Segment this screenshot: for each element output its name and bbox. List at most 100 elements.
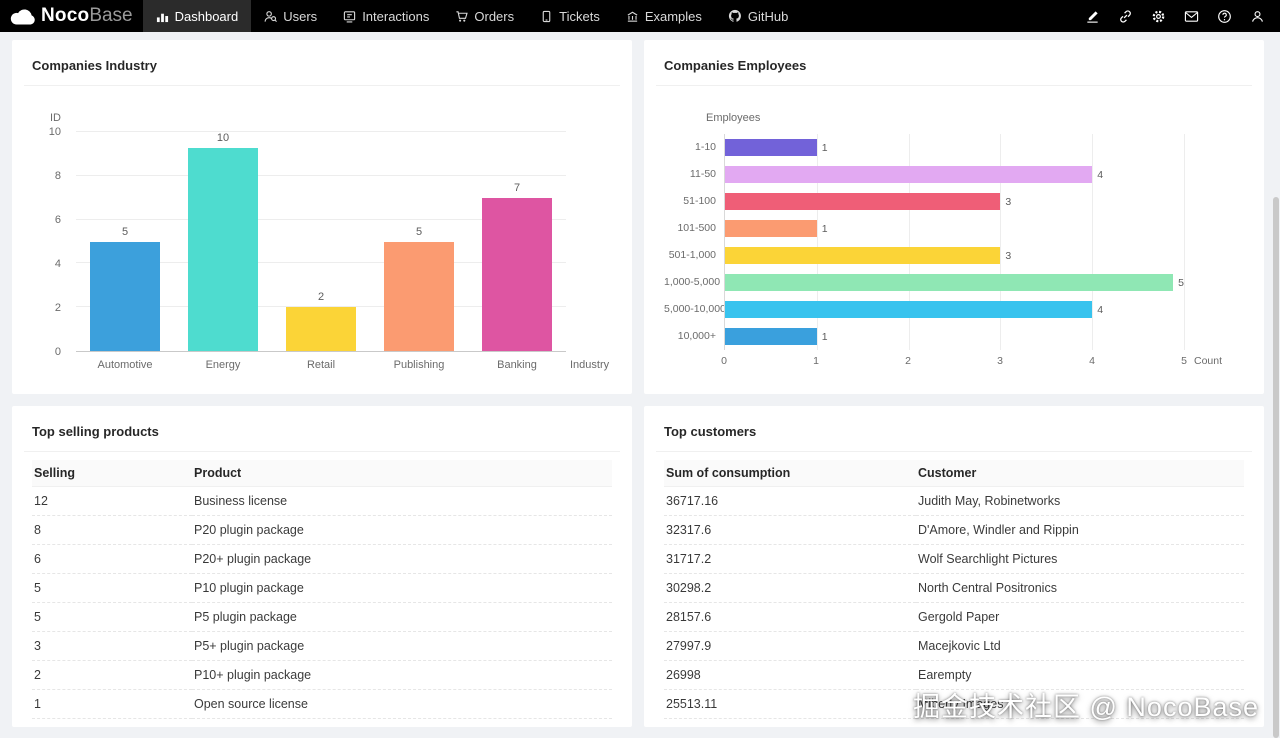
- y-tick-label: 0: [54, 346, 61, 358]
- card-title-products: Top selling products: [32, 424, 159, 439]
- nocobase-logo[interactable]: NocoBase: [10, 5, 133, 27]
- table-row: 5 P10 plugin package: [32, 573, 612, 603]
- customers-table: Sum of consumption Customer 36717.16 Judith…: [664, 460, 1244, 719]
- bar-10,000+[interactable]: [725, 328, 817, 345]
- bar-11-50[interactable]: [725, 166, 1093, 183]
- table-row: 26998 Earempty: [664, 660, 1244, 690]
- table-cell: Earempty: [916, 660, 1244, 690]
- x-tick-label: 4: [1089, 355, 1095, 367]
- x-tick-label: Energy: [205, 359, 241, 371]
- bar-row-3: 1: [725, 215, 1184, 242]
- table-cell: North Central Positronics: [916, 573, 1244, 603]
- bar-101-500[interactable]: [725, 220, 817, 237]
- column-header: Sum of consumption: [664, 460, 916, 487]
- gridline: [76, 131, 566, 132]
- table-cell: 26998: [664, 660, 916, 690]
- nav-item-users[interactable]: Users: [251, 0, 330, 32]
- x-tick-label: Automotive: [97, 359, 153, 371]
- table-cell: P10 plugin package: [192, 573, 612, 603]
- table-cell: 5: [32, 602, 192, 632]
- bar-row-5: 5: [725, 269, 1184, 296]
- table-cell: 28157.6: [664, 602, 916, 632]
- bar-banking[interactable]: [482, 197, 552, 351]
- table-header-row: Sum of consumption Customer: [664, 460, 1244, 487]
- bar-row-4: 3: [725, 242, 1184, 269]
- plugin-link-button[interactable]: [1109, 0, 1142, 32]
- bar-automotive[interactable]: [90, 241, 160, 351]
- table-cell: 31717.2: [664, 544, 916, 574]
- bar-row-6: 4: [725, 296, 1184, 323]
- table-body: 12 Business license 8 P20 plugin package 6 P2…: [32, 486, 612, 719]
- table-cell: D'Amore, Windler and Rippin: [916, 515, 1244, 545]
- x-axis-title: Count: [1194, 355, 1223, 367]
- card-title-divider: [656, 451, 1252, 452]
- table-cell: Macejkovic Ltd: [916, 631, 1244, 661]
- bar-501-1,000[interactable]: [725, 247, 1001, 264]
- gridline: [816, 134, 818, 350]
- table-head: Sum of consumption Customer: [664, 460, 1244, 487]
- x-tick-label: Retail: [306, 359, 336, 371]
- nav-item-examples[interactable]: Examples: [613, 0, 715, 32]
- y-tick-label: 4: [54, 258, 61, 270]
- nav-item-interactions[interactable]: Interactions: [330, 0, 442, 32]
- scrollbar-thumb[interactable]: [1273, 197, 1279, 738]
- bar-row-0: 1: [725, 134, 1184, 161]
- gridline: [1092, 134, 1094, 350]
- y-tick-label: 8: [54, 170, 61, 182]
- bar-5,000-10,000[interactable]: [725, 301, 1093, 318]
- bar-chart-icon: [156, 10, 169, 23]
- card-title-employees: Companies Employees: [664, 58, 807, 73]
- bar-group-retail: 2: [272, 132, 370, 351]
- card-title-customers: Top customers: [664, 424, 757, 439]
- table-row: 12 Business license: [32, 486, 612, 516]
- page-scrollbar[interactable]: [1272, 32, 1280, 738]
- bar-51-100[interactable]: [725, 193, 1001, 210]
- nav-item-dashboard[interactable]: Dashboard: [142, 0, 252, 32]
- nav-item-github[interactable]: GitHub: [715, 0, 801, 32]
- bar-value-label: 4: [1097, 168, 1104, 181]
- nav-item-label: Orders: [474, 8, 515, 24]
- table-row: 31717.2 Wolf Searchlight Pictures: [664, 544, 1244, 574]
- bar-row-7: 1: [725, 323, 1184, 350]
- bar-row-1: 4: [725, 161, 1184, 188]
- table-cell: P5+ plugin package: [192, 631, 612, 661]
- bar-value-label: 5: [121, 225, 129, 238]
- table-cell: P5 plugin package: [192, 602, 612, 632]
- table-cell: Business license: [192, 486, 612, 516]
- table-cell: 1: [32, 689, 192, 719]
- bar-1,000-5,000[interactable]: [725, 274, 1174, 291]
- account-button[interactable]: [1241, 0, 1274, 32]
- y-tick-label: 6: [54, 214, 61, 226]
- table-cell: 8: [32, 515, 192, 545]
- industry-chart: ID 0 2 4 6 8 10 5 10 2 5 7 Automotive Energy Retail…: [32, 112, 612, 374]
- column-header: Selling: [32, 460, 192, 487]
- table-cell: 27997.9: [664, 631, 916, 661]
- employees-plot: 1 4 3 1 3 5 4 1: [724, 134, 1185, 350]
- table-cell: P10+ plugin package: [192, 660, 612, 690]
- bar-1-10[interactable]: [725, 139, 817, 156]
- column-header: Product: [192, 460, 612, 487]
- nav-item-orders[interactable]: Orders: [442, 0, 527, 32]
- cart-icon: [455, 10, 469, 23]
- card-title-divider: [24, 85, 620, 86]
- bar-energy[interactable]: [188, 148, 258, 351]
- settings-button[interactable]: [1142, 0, 1175, 32]
- table-row: 25513.11 Miberty Images: [664, 689, 1244, 719]
- employees-xlabels: 0 1 2 3 4 5: [721, 355, 1187, 369]
- logo-text-bold: Noco: [41, 5, 90, 26]
- x-tick-label: 2: [905, 355, 911, 367]
- bar-publishing[interactable]: [384, 241, 454, 351]
- table-body: 36717.16 Judith May, Robinetworks 32317.6 D…: [664, 486, 1244, 719]
- link-icon: [1118, 9, 1133, 24]
- notifications-button[interactable]: [1175, 0, 1208, 32]
- help-button[interactable]: [1208, 0, 1241, 32]
- ui-editor-button[interactable]: [1076, 0, 1109, 32]
- nav-item-label: Tickets: [559, 8, 600, 24]
- bar-row-2: 3: [725, 188, 1184, 215]
- table-cell: P20+ plugin package: [192, 544, 612, 574]
- nav-item-label: GitHub: [747, 8, 789, 24]
- bar-retail[interactable]: [286, 307, 356, 351]
- table-cell: 2: [32, 660, 192, 690]
- nav-item-tickets[interactable]: Tickets: [527, 0, 613, 32]
